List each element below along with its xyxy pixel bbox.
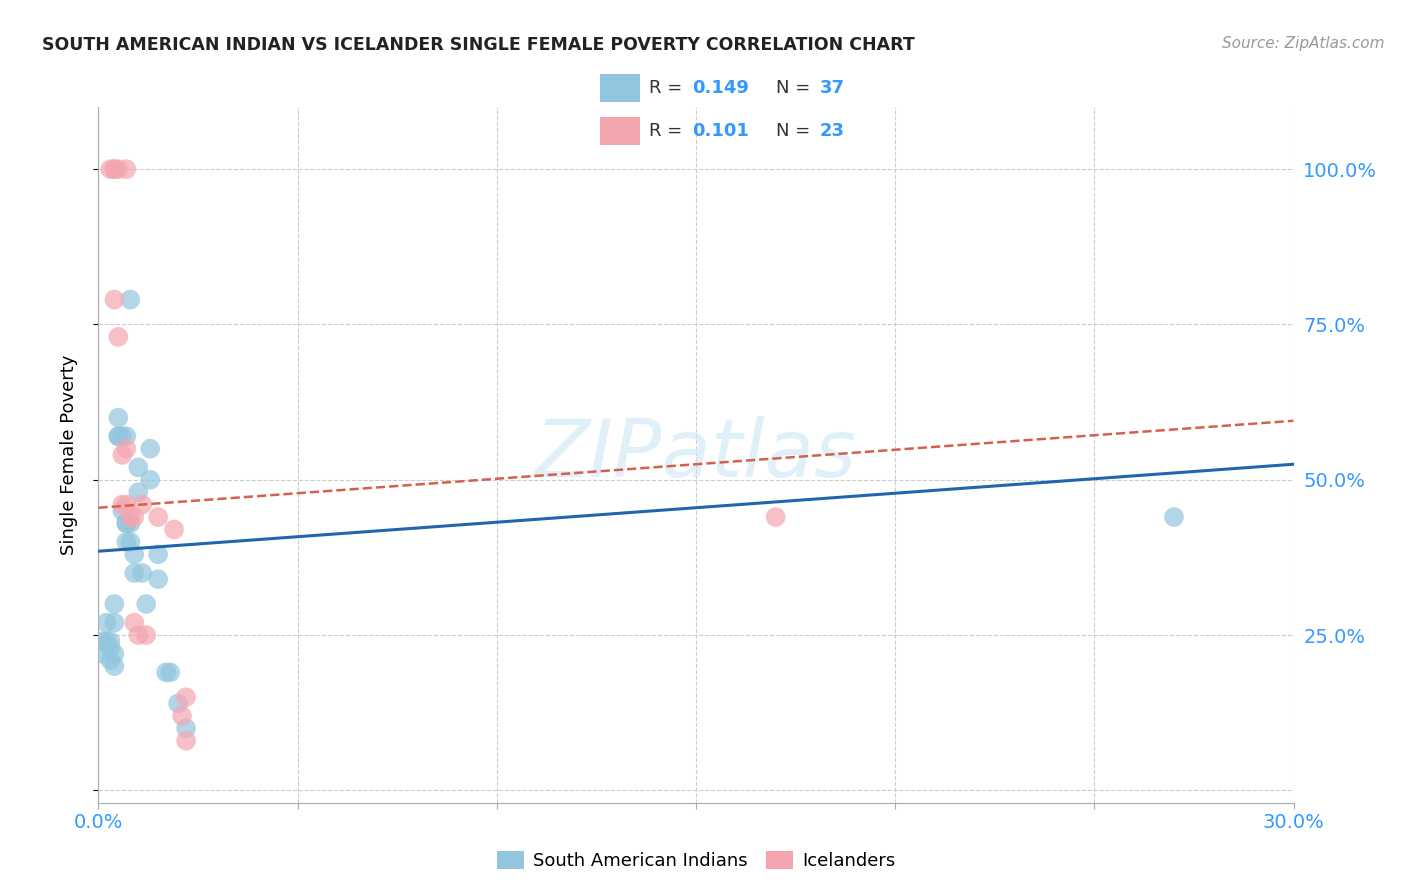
Point xyxy=(115,162,138,177)
Bar xyxy=(600,74,640,102)
Point xyxy=(124,615,146,630)
Point xyxy=(111,429,134,443)
Point xyxy=(111,448,134,462)
Legend: South American Indians, Icelanders: South American Indians, Icelanders xyxy=(489,844,903,877)
Text: R =: R = xyxy=(650,122,689,140)
Point xyxy=(174,721,197,735)
Point xyxy=(107,410,129,425)
Point xyxy=(135,597,157,611)
Point xyxy=(148,547,170,561)
Point xyxy=(115,498,138,512)
Text: 23: 23 xyxy=(820,122,845,140)
Text: 37: 37 xyxy=(820,78,845,96)
Point xyxy=(148,572,170,586)
Point xyxy=(107,162,129,177)
Point xyxy=(139,473,162,487)
Point xyxy=(103,162,125,177)
Point xyxy=(174,733,197,747)
Text: Source: ZipAtlas.com: Source: ZipAtlas.com xyxy=(1222,36,1385,51)
Bar xyxy=(600,117,640,145)
Point xyxy=(107,429,129,443)
Point xyxy=(115,534,138,549)
Point xyxy=(103,647,125,661)
Point xyxy=(103,597,125,611)
Point xyxy=(120,534,142,549)
Point xyxy=(100,162,122,177)
Text: 0.149: 0.149 xyxy=(693,78,749,96)
Text: ZIPatlas: ZIPatlas xyxy=(534,416,858,494)
Point xyxy=(91,647,114,661)
Point xyxy=(100,634,122,648)
Point xyxy=(103,615,125,630)
Point xyxy=(127,485,149,500)
Point xyxy=(120,293,142,307)
Point xyxy=(127,460,149,475)
Point xyxy=(100,653,122,667)
Text: R =: R = xyxy=(650,78,689,96)
Point xyxy=(120,516,142,531)
Point xyxy=(124,510,146,524)
Point xyxy=(115,516,138,531)
Point xyxy=(155,665,177,680)
Point xyxy=(107,429,129,443)
Text: N =: N = xyxy=(776,78,815,96)
Point xyxy=(1163,510,1185,524)
Text: N =: N = xyxy=(776,122,815,140)
Point xyxy=(115,429,138,443)
Point xyxy=(127,628,149,642)
Point xyxy=(115,442,138,456)
Text: SOUTH AMERICAN INDIAN VS ICELANDER SINGLE FEMALE POVERTY CORRELATION CHART: SOUTH AMERICAN INDIAN VS ICELANDER SINGL… xyxy=(42,36,915,54)
Y-axis label: Single Female Poverty: Single Female Poverty xyxy=(59,355,77,555)
Point xyxy=(111,498,134,512)
Point xyxy=(111,504,134,518)
Point xyxy=(96,634,118,648)
Point xyxy=(131,498,153,512)
Point xyxy=(103,162,125,177)
Point xyxy=(115,516,138,531)
Point xyxy=(131,566,153,580)
Point xyxy=(163,523,186,537)
Point xyxy=(159,665,181,680)
Point xyxy=(172,708,194,723)
Point xyxy=(148,510,170,524)
Point xyxy=(174,690,197,705)
Point xyxy=(135,628,157,642)
Point xyxy=(139,442,162,456)
Point xyxy=(120,510,142,524)
Point xyxy=(765,510,787,524)
Point xyxy=(103,659,125,673)
Point xyxy=(124,566,146,580)
Point xyxy=(96,615,118,630)
Point xyxy=(124,547,146,561)
Text: 0.101: 0.101 xyxy=(693,122,749,140)
Point xyxy=(167,697,190,711)
Point xyxy=(100,640,122,655)
Point xyxy=(91,634,114,648)
Point xyxy=(103,293,125,307)
Point xyxy=(107,330,129,344)
